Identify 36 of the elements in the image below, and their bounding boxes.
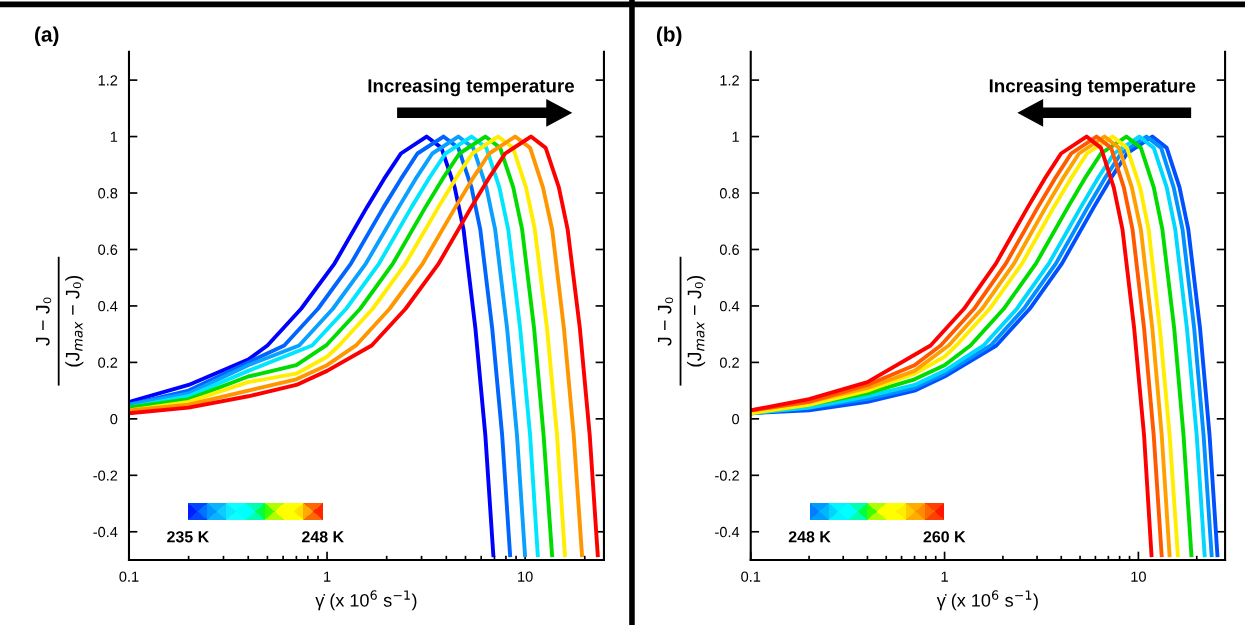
y-tick-label: 1 (110, 131, 118, 142)
x-axis-title: γ̇ (x 10$^{6}$ s$^{−1}$) (936, 590, 1038, 611)
y-tick-label: 0.6 (98, 244, 118, 255)
y-tick-label: -0.2 (715, 470, 739, 481)
y-tick-label: 0.8 (98, 188, 118, 199)
annotation: 260 K (923, 531, 966, 543)
y-tick-label: -0.4 (93, 526, 118, 538)
x-tick-label: 0.1 (741, 571, 761, 582)
annotation: Increasing temperature (368, 78, 575, 97)
chart-title: (a) (35, 26, 59, 46)
x-tick-label: 1 (941, 571, 948, 582)
x-tick-label: 10 (518, 571, 533, 582)
y-tick-label: -0.4 (715, 526, 740, 538)
x-tick-label: 10 (1131, 571, 1146, 582)
y-tick-label: 1.2 (720, 75, 739, 86)
y-tick-label: 0 (110, 413, 118, 425)
y-tick-label: 0.4 (98, 301, 118, 312)
y-tick-label: 0.6 (719, 244, 739, 255)
y-tick-label: 1.2 (98, 75, 118, 86)
x-tick-label: 0.1 (119, 571, 139, 582)
y-axis-title: J − J₀ (J$_{max}$ − J₀) (36, 275, 84, 367)
chart-title: (b) (656, 26, 682, 46)
y-tick-label: 0.4 (719, 301, 740, 312)
y-tick-label: 0.8 (719, 188, 739, 199)
annotation: 248 K (788, 531, 831, 543)
y-tick-label: -0.2 (93, 470, 118, 481)
y-tick-label: 1 (732, 131, 739, 142)
y-tick-label: 0.2 (98, 357, 118, 368)
x-axis-title: γ̇ (x 10$^{6}$ s$^{−1}$) (315, 590, 417, 611)
annotation: Increasing temperature (989, 78, 1196, 97)
annotation: 248 K (302, 531, 344, 543)
y-tick-label: 0 (732, 413, 740, 425)
annotation: 235 K (167, 531, 210, 543)
y-tick-label: 0.2 (719, 357, 739, 368)
y-axis-title: J − J₀ (J$_{max}$ − J₀) (657, 275, 706, 367)
x-tick-label: 1 (324, 571, 331, 582)
